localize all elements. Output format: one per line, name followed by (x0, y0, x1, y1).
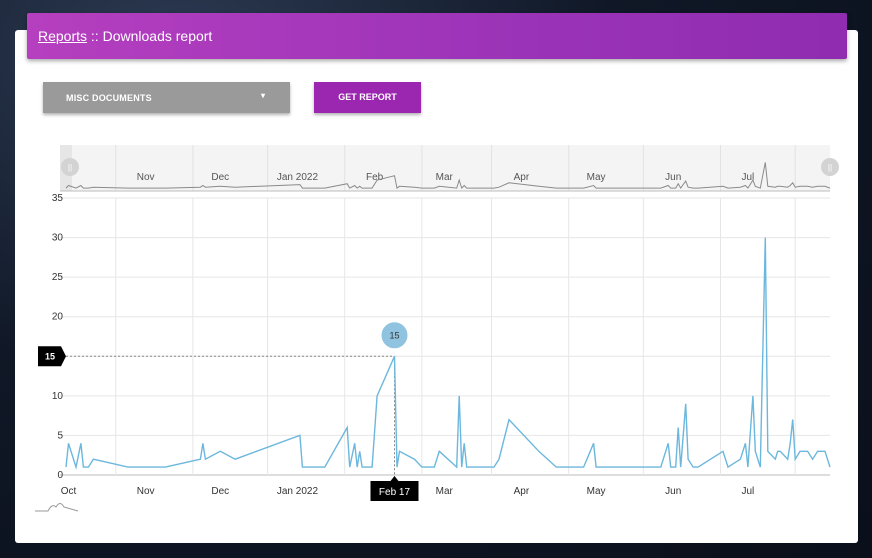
handle-grip-icon: || (68, 163, 72, 172)
x-tick-label: Mar (436, 486, 454, 497)
hover-point-marker (379, 320, 410, 351)
x-tick-label: Dec (211, 486, 229, 497)
report-card (15, 30, 858, 543)
page-title: Downloads report (102, 28, 213, 44)
navigator-month-label: Nov (137, 172, 155, 183)
document-type-dropdown[interactable]: MISC DOCUMENTS ▾ (43, 82, 290, 113)
y-crosshair-value: 15 (45, 351, 55, 361)
navigator-month-label: Mar (436, 172, 454, 183)
dropdown-selected-value: MISC DOCUMENTS (66, 93, 152, 103)
y-tick-label: 20 (52, 312, 64, 323)
x-tick-label: May (587, 486, 606, 497)
handle-grip-icon: || (828, 163, 832, 172)
y-tick-label: 10 (52, 391, 64, 402)
navigator-month-label: Jul (741, 172, 754, 183)
range-navigator[interactable]: Nov Dec Jan 2022 Feb Mar Apr May Jun Jul || || (60, 145, 839, 192)
point-tooltip: 15 (379, 320, 410, 351)
y-tick-label: 35 (52, 193, 64, 204)
hover-point-value: 15 (389, 330, 399, 340)
navigator-series-line (65, 162, 831, 190)
x-tick-label: Jun (665, 486, 681, 497)
navigator-handle-left[interactable]: || (61, 158, 79, 176)
navigator-background (70, 145, 830, 191)
y-crosshair-label: 15 (38, 346, 66, 367)
navigator-month-label: Dec (211, 172, 229, 183)
x-crosshair-label: Feb 17 (370, 476, 419, 501)
navigator-month-label: Feb (366, 172, 384, 183)
y-tick-label: 25 (52, 272, 64, 283)
page-header: Reports :: Downloads report (27, 13, 847, 59)
x-tick-label: Oct (61, 486, 77, 497)
series-line (65, 237, 831, 470)
chevron-down-icon: ▾ (261, 91, 266, 100)
breadcrumb-separator: :: (87, 28, 103, 44)
x-crosshair-date: Feb 17 (379, 487, 411, 498)
x-tick-label: Nov (137, 486, 155, 497)
plot-area[interactable]: 0 5 10 15 20 25 30 35 Oct Nov Dec Jan 2022 Mar Apr Ma… (38, 193, 831, 501)
get-report-button[interactable]: GET REPORT (314, 82, 421, 113)
y-tick-label: 0 (57, 470, 63, 481)
navigator-month-label: Jun (665, 172, 681, 183)
navigator-month-label: Apr (514, 172, 530, 183)
y-tick-label: 5 (57, 430, 63, 441)
y-tick-label: 30 (52, 233, 64, 244)
navigator-handle-right[interactable]: || (821, 158, 839, 176)
chart-overview-icon[interactable] (35, 503, 79, 512)
x-tick-label: Jan 2022 (277, 486, 319, 497)
breadcrumb-reports-link[interactable]: Reports (38, 28, 88, 44)
navigator-month-label: May (587, 172, 606, 183)
navigator-month-label: Jan 2022 (277, 172, 319, 183)
x-tick-label: Apr (514, 486, 530, 497)
x-tick-label: Jul (741, 486, 754, 497)
